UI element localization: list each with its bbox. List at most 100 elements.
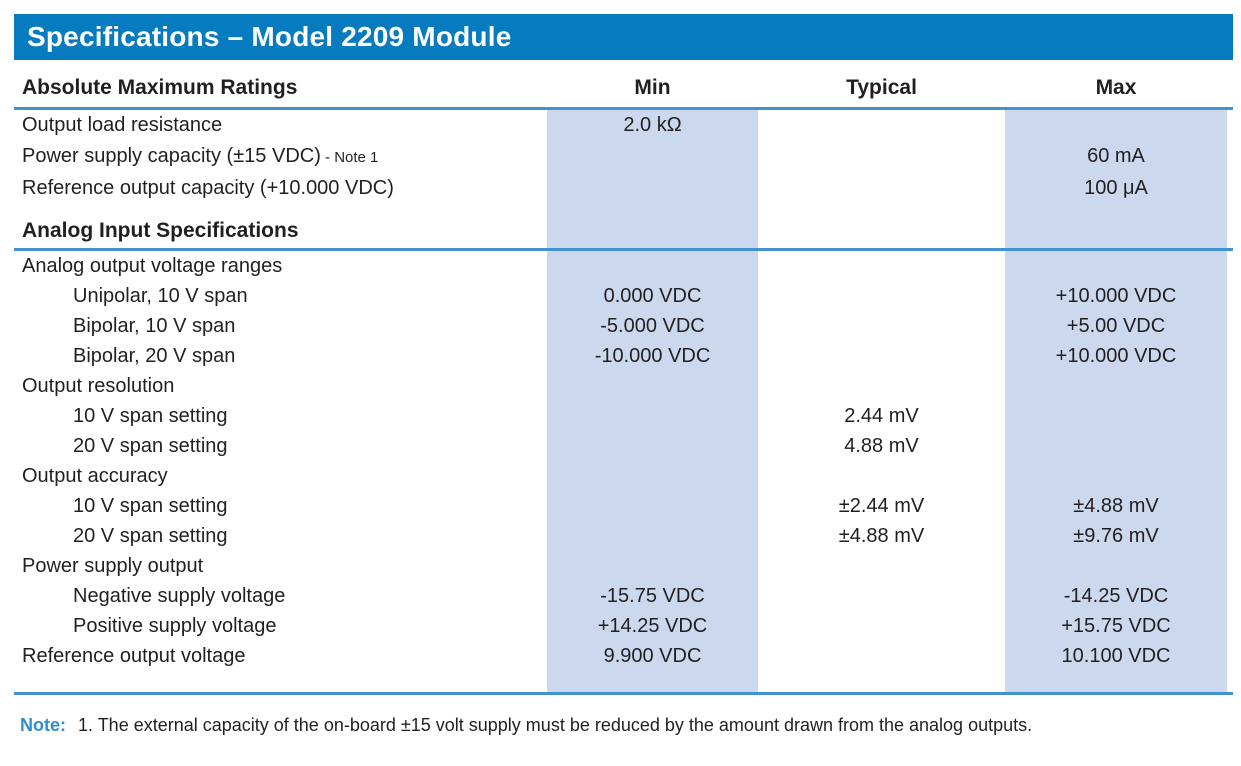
spec-max-value: 100 μA	[1005, 173, 1227, 204]
spec-label: Output accuracy	[22, 465, 168, 487]
spec-max-value	[1005, 110, 1227, 141]
spec-label: Power supply output	[22, 555, 204, 577]
spec-typical-value	[758, 611, 1005, 641]
spec-max-value: 10.100 VDC	[1005, 641, 1227, 671]
section-title: Analog Input Specifications	[22, 219, 299, 242]
tail-spacer	[758, 671, 1005, 692]
tail-spacer	[1227, 671, 1233, 692]
spec-min-value	[547, 491, 758, 521]
spec-max-value	[1005, 371, 1227, 401]
spec-min-value	[547, 173, 758, 204]
spec-typical-value	[758, 581, 1005, 611]
spec-label: 20 V span setting	[73, 525, 228, 547]
row-spacer	[1227, 641, 1233, 671]
spec-typical-value	[758, 371, 1005, 401]
row-spacer	[1227, 110, 1233, 141]
spec-label: Bipolar, 10 V span	[73, 315, 236, 337]
tail-spacer	[547, 671, 758, 692]
spec-max-value	[1005, 431, 1227, 461]
spec-typical-value	[758, 141, 1005, 173]
spec-label: Bipolar, 20 V span	[73, 345, 236, 367]
row-spacer	[1227, 341, 1233, 371]
spec-typical-value	[758, 551, 1005, 581]
row-spacer	[1227, 311, 1233, 341]
spec-typical-value	[758, 311, 1005, 341]
spec-max-value: -14.25 VDC	[1005, 581, 1227, 611]
table-row: 20 V span setting 4.88 mV	[14, 431, 1233, 461]
row-spacer	[1227, 173, 1233, 204]
table-row: 10 V span setting 2.44 mV	[14, 401, 1233, 431]
band-tail-row	[14, 671, 1233, 692]
spec-min-value	[547, 461, 758, 491]
table-row: Output resolution	[14, 371, 1233, 401]
table-row: 20 V span setting ±4.88 mV ±9.76 mV	[14, 521, 1233, 551]
tail-spacer	[14, 671, 547, 692]
spec-typical-value: 2.44 mV	[844, 405, 919, 427]
tail-spacer	[1005, 671, 1227, 692]
spec-max-value: +10.000 VDC	[1005, 341, 1227, 371]
spec-min-value: 9.900 VDC	[547, 641, 758, 671]
spec-min-value: -5.000 VDC	[547, 311, 758, 341]
column-header-max: Max	[1095, 76, 1137, 99]
row-spacer	[1227, 141, 1233, 173]
spec-min-value	[547, 141, 758, 173]
spec-min-value: +14.25 VDC	[547, 611, 758, 641]
spec-typical-value: ±2.44 mV	[838, 495, 925, 517]
spec-label: Negative supply voltage	[73, 585, 286, 607]
table-row: Output accuracy	[14, 461, 1233, 491]
table-row: Power supply output	[14, 551, 1233, 581]
row-spacer	[1227, 491, 1233, 521]
row-spacer	[1227, 581, 1233, 611]
table-header-row: Absolute Maximum Ratings Min Typical Max	[14, 60, 1233, 110]
spec-max-value: +10.000 VDC	[1005, 281, 1227, 311]
spec-min-value: 2.0 kΩ	[547, 110, 758, 141]
row-spacer	[1227, 431, 1233, 461]
spec-min-value	[547, 371, 758, 401]
footnote: Note: 1. The external capacity of the on-…	[14, 712, 1233, 738]
spec-typical-value: ±4.88 mV	[838, 525, 925, 547]
spec-label: Power supply capacity (±15 VDC) - Note 1	[22, 145, 379, 167]
spec-label: Output load resistance	[22, 114, 223, 136]
spec-typical-value	[758, 461, 1005, 491]
row-spacer	[1227, 204, 1233, 248]
spec-label: Unipolar, 10 V span	[73, 285, 248, 307]
spec-max-value: ±9.76 mV	[1005, 521, 1227, 551]
table-row: Positive supply voltage +14.25 VDC +15.75 …	[14, 611, 1233, 641]
spec-min-value	[547, 204, 758, 248]
spec-label: Analog output voltage ranges	[22, 255, 283, 277]
row-spacer	[1227, 521, 1233, 551]
column-header-ratings: Absolute Maximum Ratings	[22, 76, 298, 99]
column-header-min: Min	[634, 76, 671, 99]
title-bar: Specifications – Model 2209 Module	[14, 14, 1233, 60]
column-header-typical: Typical	[846, 76, 917, 99]
spec-max-value	[1005, 401, 1227, 431]
spec-min-value: -15.75 VDC	[547, 581, 758, 611]
table-row: Negative supply voltage -15.75 VDC -14.25 …	[14, 581, 1233, 611]
section-header-row: Analog Input Specifications	[14, 204, 1233, 251]
table-row: Bipolar, 10 V span -5.000 VDC +5.00 VDC	[14, 311, 1233, 341]
table-row: 10 V span setting ±2.44 mV ±4.88 mV	[14, 491, 1233, 521]
spec-max-value: +5.00 VDC	[1005, 311, 1227, 341]
spec-min-value	[547, 551, 758, 581]
spec-max-value	[1005, 251, 1227, 281]
spec-typical-value	[758, 341, 1005, 371]
spec-min-value	[547, 431, 758, 461]
table-row: Unipolar, 10 V span 0.000 VDC +10.000 VDC	[14, 281, 1233, 311]
table-row: Reference output capacity (+10.000 VDC) 1…	[14, 173, 1233, 204]
spec-min-value: 0.000 VDC	[547, 281, 758, 311]
spec-typical-value	[758, 204, 1005, 248]
spec-typical-value	[758, 110, 1005, 141]
spec-typical-value	[758, 281, 1005, 311]
spec-min-value	[547, 251, 758, 281]
row-spacer	[1227, 611, 1233, 641]
row-spacer	[1227, 401, 1233, 431]
header-spacer	[1227, 73, 1233, 103]
spec-max-value: ±4.88 mV	[1005, 491, 1227, 521]
row-spacer	[1227, 371, 1233, 401]
spec-min-value: -10.000 VDC	[547, 341, 758, 371]
spec-sheet: Specifications – Model 2209 Module Absol…	[14, 14, 1233, 738]
spec-label: Positive supply voltage	[73, 615, 277, 637]
table-row: Reference output voltage 9.900 VDC 10.100 …	[14, 641, 1233, 671]
row-spacer	[1227, 551, 1233, 581]
spec-min-value	[547, 401, 758, 431]
